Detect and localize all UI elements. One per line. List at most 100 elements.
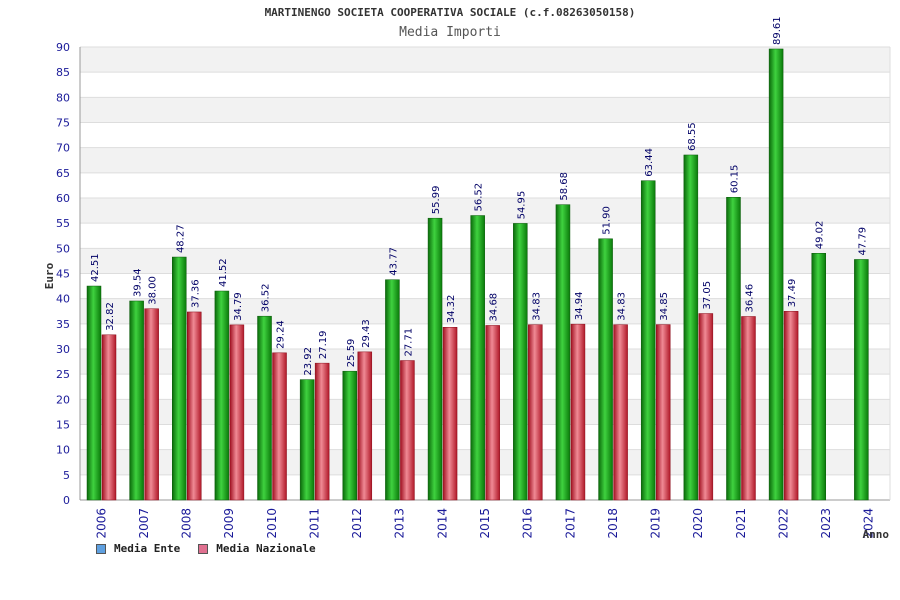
data-label: 27.71 — [403, 328, 414, 357]
grid-band — [80, 47, 890, 73]
x-tick-label: 2020 — [691, 508, 705, 539]
data-label: 29.24 — [276, 320, 287, 349]
y-tick-label: 50 — [56, 242, 70, 255]
x-tick-label: 2021 — [734, 508, 748, 539]
data-label: 34.83 — [617, 292, 628, 321]
legend-item-media-nazionale: Media Nazionale — [198, 542, 316, 555]
legend-swatch-media-ente — [96, 543, 106, 554]
x-tick-label: 2008 — [180, 508, 194, 539]
bar-media-ente-2018 — [598, 238, 613, 501]
x-tick-label: 2015 — [478, 508, 492, 539]
legend: Media Ente Media Nazionale — [96, 542, 334, 555]
bar-media-ente-2008 — [172, 256, 187, 501]
data-label: 49.02 — [815, 221, 826, 250]
bar-media-ente-2017 — [555, 204, 571, 501]
x-tick-labels: 2006 2007 2008 2009 2010 2011 2012 2013 2014 2015… — [94, 508, 875, 539]
bar-media-ente-2019 — [640, 180, 656, 501]
data-label: 47.79 — [857, 227, 868, 256]
data-labels: 42.51 32.82 39.54 38.00 48.27 37.36 41.52 34.79… — [90, 16, 868, 375]
data-label: 89.61 — [772, 16, 783, 45]
bar-media-ente-2022 — [768, 48, 784, 501]
data-label: 54.95 — [516, 191, 527, 220]
bar-media-ente-2009 — [214, 290, 230, 501]
y-tick-label: 90 — [56, 41, 70, 54]
data-label: 34.79 — [233, 292, 244, 321]
data-label: 29.43 — [361, 319, 372, 348]
data-label: 48.27 — [175, 224, 186, 253]
bars — [86, 48, 869, 501]
data-label: 34.68 — [489, 293, 500, 322]
bar-media-nazionale-2007 — [144, 308, 159, 501]
chart-title: MARTINENGO SOCIETA COOPERATIVA SOCIALE (… — [264, 6, 636, 19]
y-tick-label: 25 — [56, 368, 70, 381]
x-tick-label: 2016 — [521, 508, 535, 539]
data-label: 23.92 — [303, 347, 314, 376]
x-tick-label: 2017 — [563, 508, 577, 539]
grid-band — [80, 198, 890, 224]
data-label: 36.52 — [261, 284, 272, 313]
legend-swatch-media-nazionale — [198, 543, 209, 554]
data-label: 55.99 — [431, 186, 442, 215]
y-tick-label: 0 — [63, 494, 70, 507]
data-label: 68.55 — [687, 122, 698, 151]
data-label: 38.00 — [148, 276, 159, 305]
bar-media-ente-2020 — [683, 154, 699, 501]
data-label: 27.19 — [318, 331, 329, 360]
x-tick-label: 2011 — [307, 508, 321, 539]
x-tick-label: 2006 — [94, 508, 108, 539]
data-label: 41.52 — [218, 258, 229, 287]
x-tick-label: 2019 — [649, 508, 663, 539]
data-label: 37.36 — [190, 279, 201, 308]
x-tick-label: 2024 — [862, 508, 876, 539]
data-label: 56.52 — [474, 183, 485, 212]
legend-item-media-ente: Media Ente — [96, 542, 180, 555]
grid-band — [80, 97, 890, 123]
data-label: 39.54 — [133, 268, 144, 297]
x-tick-label: 2007 — [137, 508, 151, 539]
y-tick-label: 75 — [56, 117, 70, 130]
x-tick-label: 2014 — [435, 508, 449, 539]
bar-media-ente-2014 — [427, 217, 443, 501]
y-tick-label: 55 — [56, 217, 70, 230]
bar-media-nazionale-2006 — [101, 334, 117, 501]
bar-media-ente-2023 — [811, 253, 826, 501]
legend-label-media-nazionale: Media Nazionale — [216, 542, 316, 555]
bar-media-nazionale-2012 — [357, 351, 373, 501]
y-tick-label: 10 — [56, 444, 70, 457]
bar-media-nazionale-2022 — [783, 311, 799, 501]
chart-subtitle: Media Importi — [399, 25, 501, 40]
x-axis-label: Anno — [863, 528, 890, 541]
y-tick-label: 80 — [56, 91, 70, 104]
grid-band — [80, 248, 890, 274]
bar-media-ente-2013 — [385, 279, 400, 501]
y-axis-label: Euro — [43, 262, 56, 289]
data-label: 36.46 — [744, 284, 755, 313]
bar-media-ente-2012 — [342, 370, 358, 501]
x-tick-label: 2018 — [606, 508, 620, 539]
bar-media-nazionale-2021 — [741, 316, 756, 501]
bar-media-nazionale-2019 — [655, 324, 671, 501]
data-label: 60.15 — [729, 165, 740, 194]
x-tick-label: 2012 — [350, 508, 364, 539]
grid-band — [80, 147, 890, 173]
y-tick-label: 40 — [56, 293, 70, 306]
data-label: 58.68 — [559, 172, 570, 201]
data-label: 43.77 — [388, 247, 399, 276]
bar-media-nazionale-2016 — [528, 324, 543, 501]
data-label: 37.05 — [702, 281, 713, 310]
bar-media-nazionale-2009 — [229, 324, 245, 501]
bar-media-nazionale-2018 — [613, 324, 628, 501]
data-label: 42.51 — [90, 253, 101, 282]
bar-media-ente-2015 — [470, 215, 485, 501]
bar-media-nazionale-2008 — [187, 311, 202, 501]
y-tick-label: 35 — [56, 318, 70, 331]
bar-media-nazionale-2020 — [698, 313, 714, 501]
legend-label-media-ente: Media Ente — [114, 542, 181, 555]
bar-media-ente-2016 — [513, 223, 528, 501]
y-tick-label: 60 — [56, 192, 70, 205]
y-tick-label: 65 — [56, 167, 70, 180]
bar-media-nazionale-2017 — [570, 323, 586, 501]
x-tick-label: 2013 — [393, 508, 407, 539]
x-tick-label: 2022 — [776, 508, 790, 539]
